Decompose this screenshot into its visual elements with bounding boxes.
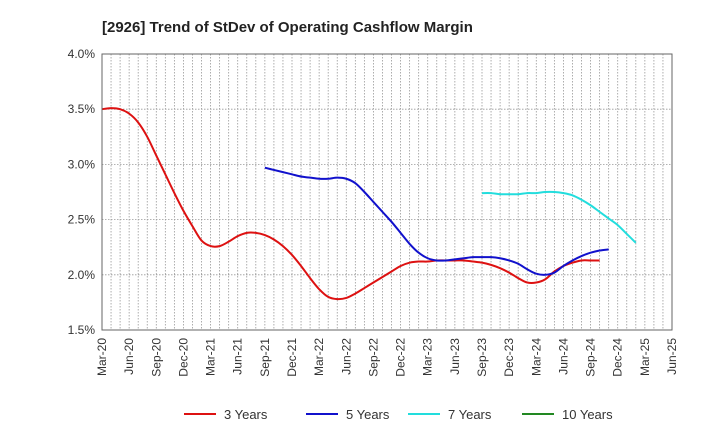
series-line-7-years [481,190,637,244]
x-tick-label: Jun-24 [556,338,570,375]
legend-label-3-years: 3 Years [224,407,268,422]
x-tick-label: Mar-25 [638,338,652,376]
y-tick-label: 2.5% [68,213,96,227]
x-tick-label: Dec-21 [285,338,299,377]
y-axis: 1.5% 2.0% 2.5% 3.0% 3.5% 4.0% [68,47,96,337]
x-tick-label: Mar-23 [421,338,435,376]
plot-area [102,54,672,330]
series-line-3-years [101,107,600,301]
x-tick-label: Jun-22 [339,338,353,375]
x-tick-label: Mar-24 [529,338,543,376]
chart-title: [2926] Trend of StDev of Operating Cashf… [102,19,473,36]
x-tick-label: Mar-22 [312,338,326,376]
legend-label-7-years: 7 Years [448,407,492,422]
x-tick-label: Sep-21 [258,338,272,377]
x-tick-label: Sep-23 [475,338,489,377]
x-tick-label: Mar-21 [204,338,218,376]
series-line-5-years [264,166,609,276]
x-tick-label: Jun-20 [122,338,136,375]
x-tick-label: Dec-20 [176,338,190,377]
legend: 3 Years 5 Years 7 Years 10 Years [184,407,613,422]
x-tick-label: Dec-23 [502,338,516,377]
x-tick-label: Jun-23 [448,338,462,375]
y-tick-label: 3.5% [68,102,96,116]
x-tick-label: Dec-24 [611,338,625,377]
x-tick-label: Mar-20 [95,338,109,376]
x-tick-label: Jun-25 [665,338,679,375]
legend-label-5-years: 5 Years [346,407,390,422]
legend-label-10-years: 10 Years [562,407,613,422]
plot-border [101,53,673,331]
y-tick-label: 1.5% [68,323,96,337]
y-tick-label: 2.0% [68,268,96,282]
x-tick-label: Jun-21 [231,338,245,375]
x-axis: Mar-20 Jun-20 Sep-20 Dec-20 Mar-21 Jun-21 Sep-… [95,338,679,377]
x-tick-label: Dec-22 [394,338,408,377]
y-tick-label: 3.0% [68,157,96,171]
x-tick-label: Sep-20 [149,338,163,377]
x-tick-label: Sep-24 [584,338,598,377]
x-tick-label: Sep-22 [366,338,380,377]
y-tick-label: 4.0% [68,47,96,61]
series-layer [101,107,637,301]
